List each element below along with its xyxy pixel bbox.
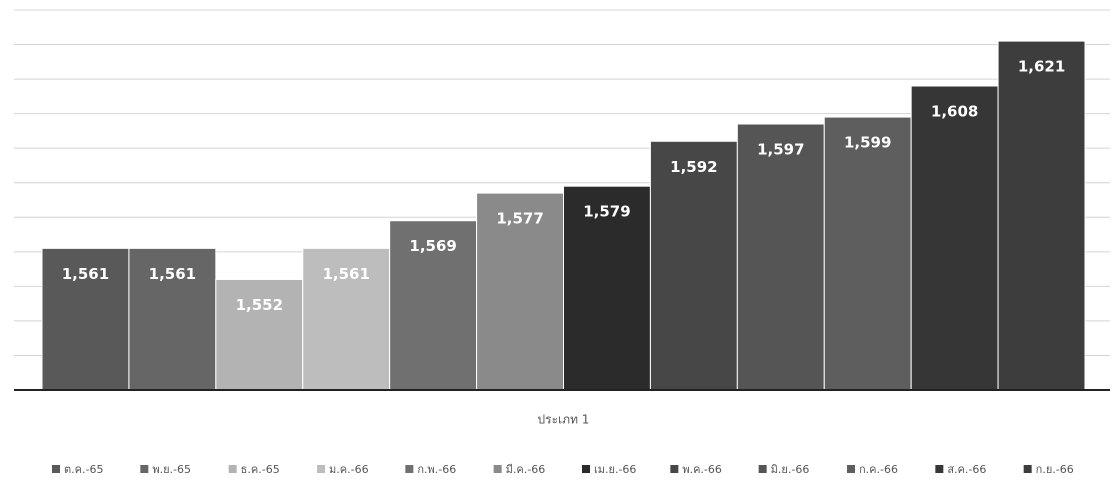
legend-swatch xyxy=(1023,465,1032,473)
legend-swatch xyxy=(670,465,679,473)
legend-label: ม.ค.-66 xyxy=(329,463,369,476)
value-label: 1,592 xyxy=(670,158,717,176)
value-label: 1,561 xyxy=(62,265,109,283)
legend-swatch xyxy=(405,465,414,473)
legend-swatch xyxy=(228,465,237,473)
value-label: 1,569 xyxy=(409,237,456,255)
legend-swatch xyxy=(935,465,944,473)
value-label: 1,561 xyxy=(149,265,196,283)
bar xyxy=(563,185,651,391)
legend-label: ก.ย.-66 xyxy=(1036,463,1074,476)
legend-swatch xyxy=(758,465,767,473)
legend-label: เม.ย.-66 xyxy=(594,463,636,476)
bar xyxy=(128,247,217,391)
value-label: 1,561 xyxy=(322,265,369,283)
bar xyxy=(389,220,478,391)
legend-swatch xyxy=(317,465,325,473)
legend-label: พ.ย.-65 xyxy=(152,463,191,476)
legend-label: พ.ค.-66 xyxy=(682,463,722,476)
value-label: 1,579 xyxy=(583,203,630,221)
legend-label: ก.ค.-66 xyxy=(859,463,898,476)
legend-swatch xyxy=(847,465,855,473)
legend-swatch xyxy=(493,465,502,473)
legend-label: มิ.ย.-66 xyxy=(771,463,810,476)
value-label: 1,577 xyxy=(496,210,543,228)
legend-swatch xyxy=(582,465,590,473)
value-label: 1,599 xyxy=(844,134,891,152)
bar xyxy=(41,247,130,391)
x-tick-label: ประเภท 1 xyxy=(538,413,590,427)
bar xyxy=(302,247,391,391)
legend-label: ต.ค.-65 xyxy=(64,463,103,476)
bar xyxy=(997,40,1086,391)
value-label: 1,608 xyxy=(931,103,978,121)
legend-swatch xyxy=(140,465,149,473)
legend-label: ก.พ.-66 xyxy=(417,463,456,476)
bar xyxy=(910,85,999,391)
value-label: 1,597 xyxy=(757,141,804,159)
bar xyxy=(823,116,912,391)
legend-swatch xyxy=(52,465,60,473)
legend-label: ส.ค.-66 xyxy=(947,463,986,476)
value-label: 1,621 xyxy=(1018,58,1065,76)
legend-label: มี.ค.-66 xyxy=(506,463,546,476)
value-label: 1,552 xyxy=(236,296,283,314)
bar xyxy=(215,278,304,391)
legend-label: ธ.ค.-65 xyxy=(241,463,280,476)
bar xyxy=(736,123,825,391)
bar xyxy=(649,140,738,391)
